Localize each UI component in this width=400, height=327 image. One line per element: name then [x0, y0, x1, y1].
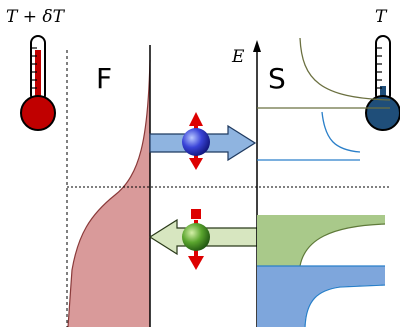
- hot-thermometer: [21, 36, 55, 130]
- dos-upper-blue: [322, 112, 360, 152]
- spin-up-electron: [182, 112, 210, 170]
- energy-axis-head: [253, 40, 261, 52]
- cold-thermometer: [366, 36, 400, 130]
- superconductor-label: S: [268, 62, 286, 95]
- filled-dos-green: [257, 215, 385, 266]
- energy-axis-label: E: [231, 47, 245, 67]
- ferromagnet-label: F: [96, 62, 112, 95]
- page: T + δT T F S E: [0, 0, 400, 327]
- diagram: T + δT T F S E: [0, 0, 400, 327]
- fermi-fill: [68, 60, 150, 327]
- spin-down-electron: [182, 209, 210, 270]
- hot-temperature-label: T + δT: [6, 7, 66, 27]
- cold-temperature-label: T: [375, 7, 388, 27]
